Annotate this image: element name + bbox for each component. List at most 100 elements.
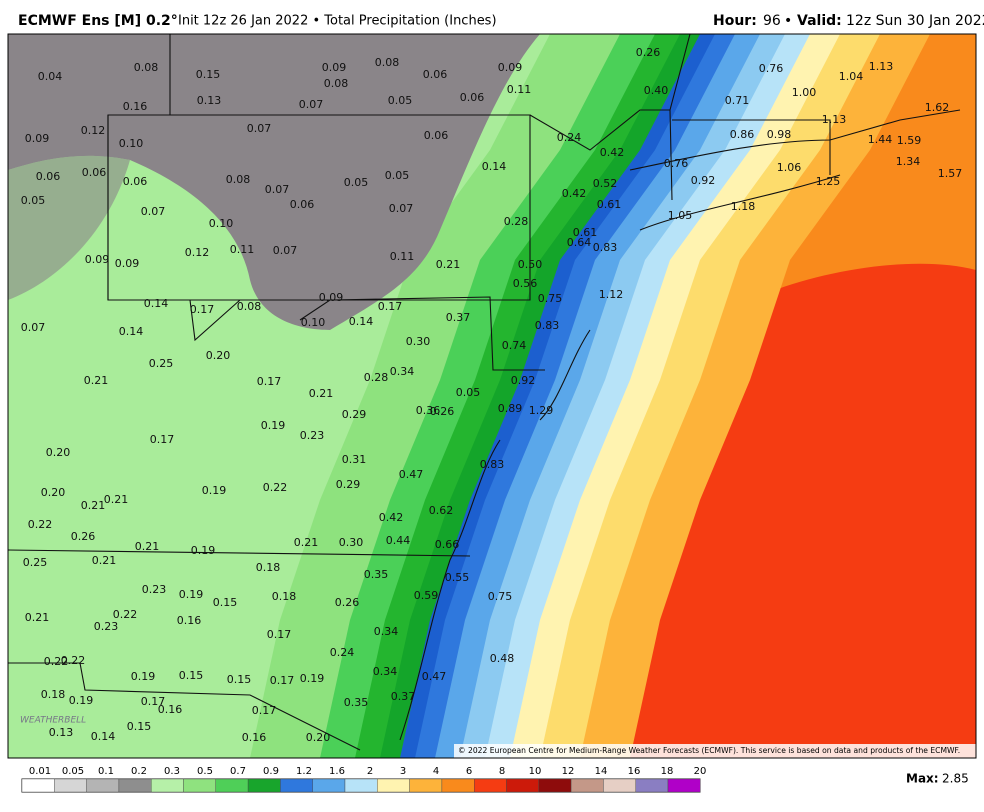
colorbar-tick: 2 bbox=[367, 766, 373, 777]
station-value: 0.19 bbox=[202, 484, 227, 497]
station-value: 0.19 bbox=[69, 694, 94, 707]
station-value: 0.19 bbox=[300, 672, 325, 685]
station-value: 0.17 bbox=[190, 303, 215, 316]
colorbar-tick: 0.5 bbox=[197, 766, 213, 777]
subtitle: Init 12z 26 Jan 2022 • Total Precipitati… bbox=[178, 14, 497, 29]
station-value: 1.04 bbox=[839, 70, 864, 83]
colorbar-swatch bbox=[603, 778, 636, 793]
station-value: 0.18 bbox=[272, 590, 297, 603]
station-value: 0.11 bbox=[390, 250, 415, 263]
station-value: 0.06 bbox=[424, 129, 449, 142]
colorbar-swatch bbox=[215, 778, 249, 793]
copyright-bg bbox=[454, 744, 976, 758]
station-value: 0.09 bbox=[115, 257, 140, 270]
station-value: 0.22 bbox=[263, 481, 288, 494]
station-value: 0.07 bbox=[247, 122, 272, 135]
station-value: 0.16 bbox=[158, 703, 183, 716]
station-value: 0.24 bbox=[330, 646, 355, 659]
separator: • bbox=[784, 13, 792, 29]
station-value: 0.06 bbox=[36, 170, 61, 183]
station-value: 0.26 bbox=[636, 46, 661, 59]
station-value: 0.21 bbox=[436, 258, 461, 271]
station-value: 0.09 bbox=[85, 253, 110, 266]
station-value: 0.40 bbox=[644, 84, 669, 97]
station-value: 0.05 bbox=[456, 386, 481, 399]
hour: 96 bbox=[763, 13, 781, 29]
station-value: 0.74 bbox=[502, 339, 527, 352]
station-value: 1.18 bbox=[731, 200, 756, 213]
station-value: 0.08 bbox=[134, 61, 159, 74]
station-value: 0.15 bbox=[196, 68, 221, 81]
colorbar-swatch bbox=[54, 778, 87, 793]
station-value: 0.14 bbox=[91, 730, 116, 743]
station-value: 0.11 bbox=[230, 243, 255, 256]
station-value: 0.17 bbox=[141, 695, 166, 708]
station-value: 1.25 bbox=[816, 175, 841, 188]
station-value: 0.10 bbox=[301, 316, 326, 329]
station-value: 0.25 bbox=[149, 357, 174, 370]
station-value: 0.12 bbox=[185, 246, 210, 259]
colorbar-tick: 8 bbox=[499, 766, 505, 777]
station-value: 1.34 bbox=[896, 155, 921, 168]
colorbar-tick: 1.6 bbox=[329, 766, 345, 777]
station-value: 0.26 bbox=[430, 405, 455, 418]
station-value: 0.14 bbox=[349, 315, 374, 328]
colorbar-tick: 18 bbox=[661, 766, 674, 777]
colorbar-swatch bbox=[86, 778, 120, 793]
station-value: 0.29 bbox=[336, 478, 361, 491]
station-value: 0.86 bbox=[730, 128, 755, 141]
title: ECMWF Ens [M] 0.2° bbox=[18, 13, 178, 29]
station-value: 0.07 bbox=[265, 183, 290, 196]
colorbar-swatch bbox=[409, 778, 443, 793]
station-value: 0.07 bbox=[273, 244, 298, 257]
station-value: 0.06 bbox=[123, 175, 148, 188]
station-value: 1.00 bbox=[792, 86, 817, 99]
station-value: 0.07 bbox=[141, 205, 166, 218]
station-value: 0.17 bbox=[150, 433, 175, 446]
station-value: 0.42 bbox=[562, 187, 587, 200]
station-value: 0.12 bbox=[81, 124, 106, 137]
station-value: 0.06 bbox=[82, 166, 107, 179]
station-value: 0.07 bbox=[21, 321, 46, 334]
colorbar-swatch bbox=[667, 778, 701, 793]
station-value: 0.23 bbox=[94, 620, 119, 633]
colorbar-swatch bbox=[344, 778, 378, 793]
station-value: 0.22 bbox=[61, 654, 86, 667]
station-value: 0.05 bbox=[385, 169, 410, 182]
colorbar-tick: 1.2 bbox=[296, 766, 312, 777]
station-value: 0.76 bbox=[759, 62, 784, 75]
station-value: 0.09 bbox=[498, 61, 523, 74]
colorbar-swatch bbox=[538, 778, 572, 793]
colorbar-tick: 20 bbox=[694, 766, 707, 777]
station-value: 0.64 bbox=[567, 236, 592, 249]
station-value: 0.19 bbox=[131, 670, 156, 683]
station-value: 0.19 bbox=[191, 544, 216, 557]
station-value: 0.61 bbox=[573, 226, 598, 239]
station-value: 0.06 bbox=[460, 91, 485, 104]
station-value: 0.21 bbox=[81, 499, 106, 512]
station-value: 0.11 bbox=[507, 83, 532, 96]
station-value: 0.17 bbox=[270, 674, 295, 687]
station-value: 0.83 bbox=[480, 458, 505, 471]
station-value: 0.15 bbox=[179, 669, 204, 682]
station-value: 0.76 bbox=[664, 157, 689, 170]
coastline bbox=[399, 109, 961, 741]
station-value: 0.24 bbox=[557, 131, 582, 144]
station-value: 1.29 bbox=[529, 404, 554, 417]
station-value: 0.35 bbox=[344, 696, 369, 709]
station-value: 0.92 bbox=[511, 374, 536, 387]
state-line bbox=[8, 34, 831, 751]
station-value: 0.21 bbox=[135, 540, 160, 553]
station-value: 0.17 bbox=[267, 628, 292, 641]
station-value: 0.20 bbox=[206, 349, 231, 362]
station-value: 0.18 bbox=[256, 561, 281, 574]
colorbar-tick: 0.05 bbox=[62, 766, 84, 777]
station-value: 0.17 bbox=[252, 704, 277, 717]
station-value: 0.20 bbox=[41, 486, 66, 499]
dry-field bbox=[8, 34, 540, 330]
station-value: 0.13 bbox=[49, 726, 74, 739]
station-value: 0.05 bbox=[21, 194, 46, 207]
station-value: 1.13 bbox=[822, 113, 847, 126]
map: 0.04 0.08 0.15 0.09 0.08 0.06 0.09 0.26 0.08 0.06… bbox=[8, 34, 976, 758]
station-value: 1.59 bbox=[897, 134, 922, 147]
